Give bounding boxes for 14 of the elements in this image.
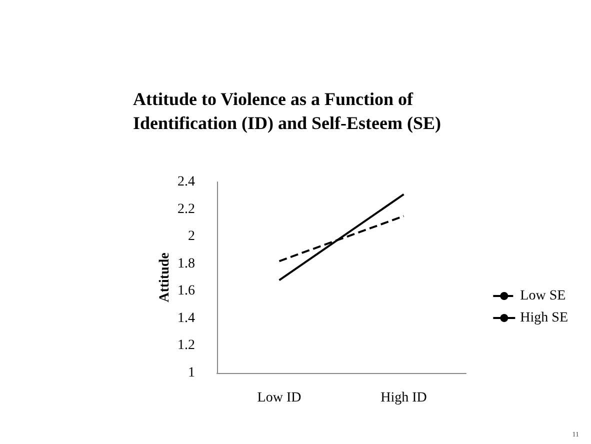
y-tick-label: 2: [188, 229, 195, 244]
y-tick-label: 1.4: [178, 310, 195, 326]
x-tick-label: Low ID: [257, 390, 302, 406]
y-tick-label: 2.2: [178, 202, 195, 217]
x-tick-label: High ID: [380, 390, 427, 406]
y-tick-label: 1.2: [178, 338, 195, 354]
legend-label: High SE: [520, 310, 568, 326]
y-tick-label: 1.6: [178, 284, 195, 299]
chart-title: Attitude to Violence as a Function of Identification (ID) and Self-Esteem (SE): [133, 89, 441, 133]
y-tick-label: 1.8: [178, 256, 195, 272]
y-axis-title: Attitude: [158, 252, 172, 302]
legend-label: Low SE: [520, 288, 566, 304]
y-tick-label: 2.4: [178, 174, 195, 190]
y-tick-label: 1: [188, 366, 195, 380]
